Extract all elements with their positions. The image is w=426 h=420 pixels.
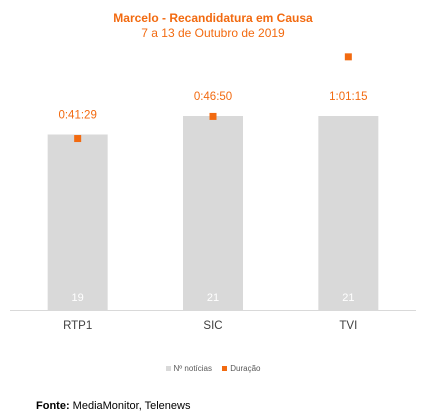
legend-label-duration: Duração: [230, 364, 261, 373]
source-note: Fonte: MediaMonitor, Telenews: [36, 400, 190, 412]
legend-swatch-duration: [222, 366, 228, 371]
chart-subtitle: 7 a 13 de Outubro de 2019: [141, 26, 285, 40]
bar-label-sic: 21: [207, 292, 219, 304]
chart-title: Marcelo - Recandidatura em Causa: [113, 11, 313, 25]
legend-item-news-count: Nº notícias: [165, 364, 213, 373]
x-tick-label-tvi: TVI: [339, 320, 357, 332]
source-label: Fonte:: [36, 400, 70, 412]
duration-point-sic: [209, 112, 217, 120]
chart-legend: Nº notícias Duração: [0, 364, 426, 373]
bar-tvi: [318, 116, 379, 310]
bar-label-tvi: 21: [342, 292, 354, 304]
source-text: MediaMonitor, Telenews: [72, 400, 191, 412]
duration-point-rtp1: [74, 135, 82, 143]
x-tick-label-rtp1: RTP1: [63, 320, 92, 332]
duration-label-tvi: 1:01:15: [329, 91, 367, 103]
bar-rtp1: [47, 134, 108, 310]
x-tick-label-sic: SIC: [203, 320, 222, 332]
duration-label-sic: 0:46:50: [194, 91, 232, 103]
duration-label-rtp1: 0:41:29: [58, 109, 96, 121]
legend-item-duration: Duração: [222, 364, 260, 373]
bar-sic: [183, 116, 243, 310]
bar-label-rtp1: 19: [72, 292, 84, 304]
duration-point-tvi: [344, 53, 352, 61]
legend-swatch-news-count: [165, 366, 171, 371]
legend-label-news-count: Nº notícias: [173, 364, 213, 373]
